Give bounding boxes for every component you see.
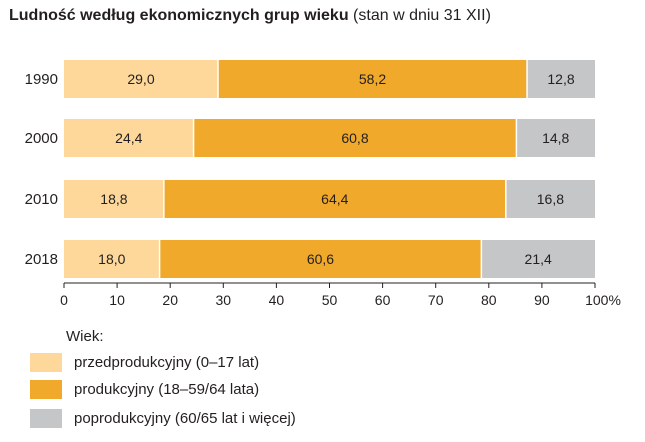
x-tick-label: 30 (216, 292, 232, 308)
legend-item-1: przedprodukcyjny (0–17 lat) (30, 352, 259, 372)
x-tick-label: 50 (322, 292, 338, 308)
legend-item-2: produkcyjny (18–59/64 lata) (30, 379, 259, 399)
x-tick-label: 90 (534, 292, 550, 308)
category-label-2010: 2010 (25, 191, 58, 208)
bar-segment-2018-1 (64, 240, 160, 278)
data-label-2000-1: 24,4 (115, 130, 142, 146)
x-axis: 0 10 20 30 40 50 60 70 80 90 100% (60, 282, 621, 308)
category-label-1990: 1990 (25, 71, 58, 88)
legend-swatch (30, 408, 62, 428)
bar-segment-2010-3 (505, 180, 595, 218)
category-label-2018: 2018 (25, 251, 58, 268)
category-label-2000: 2000 (25, 130, 58, 147)
chart-title-main: Ludność według ekonomicznych grup wieku (9, 7, 349, 24)
bar-segment-1990-3 (527, 60, 595, 98)
x-tick-label: 40 (269, 292, 285, 308)
bar-segment-2000-2 (193, 119, 517, 157)
bar-segment-2018-2 (159, 240, 482, 278)
legend-label: produkcyjny (18–59/64 lata) (74, 380, 260, 398)
legend-item-3: poprodukcyjny (60/65 lat i więcej) (30, 408, 296, 428)
bar-segment-2010-2 (163, 180, 506, 218)
x-tick-label: 60 (375, 292, 391, 308)
stacked-bar-chart: 29,0 58,2 12,8 24,4 60,8 14,8 18,8 64,4 16,8 18,0… (25, 60, 621, 308)
legend-label: przedprodukcyjny (0–17 lat) (74, 353, 260, 371)
data-label-2018-1: 18,0 (98, 251, 125, 267)
bar-segment-2010-1 (64, 180, 164, 218)
x-tick-label: 10 (109, 292, 125, 308)
x-tick-label: 0 (60, 292, 68, 308)
x-tick-label: 20 (162, 292, 178, 308)
data-label-2010-1: 18,8 (100, 191, 127, 207)
legend-swatch (30, 379, 62, 399)
bar-segment-2000-1 (64, 119, 194, 157)
data-label-2000-3: 14,8 (542, 130, 569, 146)
data-label-2010-3: 16,8 (537, 191, 564, 207)
data-label-1990-1: 29,0 (127, 71, 154, 87)
data-label-2018-2: 60,6 (307, 251, 334, 267)
bar-segment-1990-2 (217, 60, 528, 98)
x-tick-label: 80 (481, 292, 497, 308)
bar-segment-2018-3 (481, 240, 595, 278)
bar-segment-1990-1 (64, 60, 218, 98)
legend-title: Wiek: (66, 328, 104, 345)
chart-title: Ludność według ekonomicznych grup wieku … (9, 7, 491, 25)
legend-swatch (30, 352, 62, 372)
chart-title-note: (stan w dniu 31 XII) (353, 7, 491, 24)
x-tick-label: 70 (428, 292, 444, 308)
category-labels: 1990 2000 2010 2018 (25, 71, 58, 268)
bars-group: 29,0 58,2 12,8 24,4 60,8 14,8 18,8 64,4 16,8 18,0… (64, 60, 595, 278)
data-label-1990-2: 58,2 (359, 71, 386, 87)
data-label-1990-3: 12,8 (547, 71, 574, 87)
x-tick-label: 100% (585, 292, 621, 308)
bar-segment-2000-3 (516, 119, 595, 157)
data-label-2010-2: 64,4 (321, 191, 348, 207)
data-label-2000-2: 60,8 (341, 130, 368, 146)
legend-label: poprodukcyjny (60/65 lat i więcej) (74, 409, 296, 427)
data-label-2018-3: 21,4 (525, 251, 552, 267)
